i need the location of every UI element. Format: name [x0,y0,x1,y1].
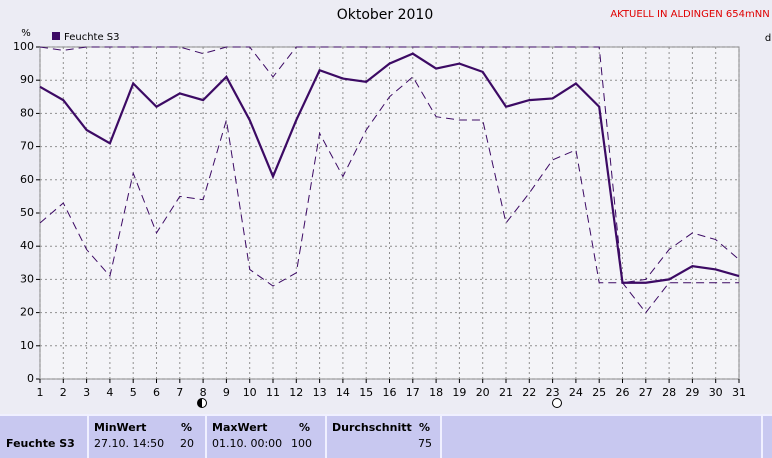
y-tick-label: 50 [20,206,34,219]
legend-label: Feuchte S3 [64,32,120,43]
x-tick-label: 4 [106,386,113,399]
cell-header: Durchschnitt [332,421,412,434]
x-tick-label: 6 [153,386,160,399]
y-tick-label: 100 [13,40,34,53]
x-tick-label: 22 [522,386,536,399]
cell-unit: % [181,421,192,434]
y-tick-label: 70 [20,140,34,153]
series-line [39,46,740,284]
y-tick-label: 20 [20,306,34,319]
cell-header: MaxWert [212,421,267,434]
x-tick-label: 3 [83,386,90,399]
x-tick-label: 29 [685,386,699,399]
x-tick-label: 15 [359,386,373,399]
x-tick-label: 16 [383,386,397,399]
x-tick-label: 12 [289,386,303,399]
y-tick-label: 10 [20,339,34,352]
x-tick-label: 26 [616,386,630,399]
x-tick-label: 1 [37,386,44,399]
x-tick-label: 21 [499,386,513,399]
x-tick-label: 9 [223,386,230,399]
x-tick-label: 25 [592,386,606,399]
subtitle: AKTUELL IN ALDINGEN 654mNN [610,9,769,20]
x-tick-label: 11 [266,386,280,399]
y-tick-label: 30 [20,272,34,285]
chart-title: Oktober 2010 [337,7,434,23]
x-tick-label: 31 [732,386,746,399]
x-tick-label: 24 [569,386,583,399]
x-tick-label: 27 [639,386,653,399]
cell-time: 27.10. 14:50 [94,437,164,450]
cell-value: 100 [291,437,312,450]
x-tick-label: 17 [406,386,420,399]
series-line [39,76,739,314]
x-tick-label: 5 [130,386,137,399]
cell-unit: % [299,421,310,434]
x-tick-label: 14 [336,386,350,399]
y-tick-label: 80 [20,106,34,119]
x-tick-label: 20 [476,386,490,399]
x-tick-label: 18 [429,386,443,399]
x-tick-label: 8 [200,386,207,399]
x-tick-label: 10 [243,386,257,399]
x-tick-label: 7 [176,386,183,399]
x-tick-label: 19 [452,386,466,399]
moon-icon [197,398,202,408]
y-label: % [21,28,31,39]
y-tick-label: 40 [20,239,34,252]
x-tick-label: 13 [313,386,327,399]
cell-unit: % [419,421,430,434]
x-tick-label: 28 [662,386,676,399]
row-label: Feuchte S3 [6,437,75,450]
legend-swatch [52,32,60,40]
cell-value: 75 [418,437,432,450]
y-tick-label: 90 [20,73,34,86]
y2-label: d [765,33,771,44]
x-tick-label: 2 [60,386,67,399]
cell-header: MinWert [94,421,146,434]
x-tick-label: 30 [709,386,723,399]
y-tick-label: 60 [20,173,34,186]
summary-bar [0,415,772,458]
cell-dividers [0,414,772,458]
y-tick-label: 0 [27,372,34,385]
cell-time: 01.10. 00:00 [212,437,282,450]
moon-icon [552,398,562,408]
x-tick-label: 23 [546,386,560,399]
cell-value: 20 [180,437,194,450]
